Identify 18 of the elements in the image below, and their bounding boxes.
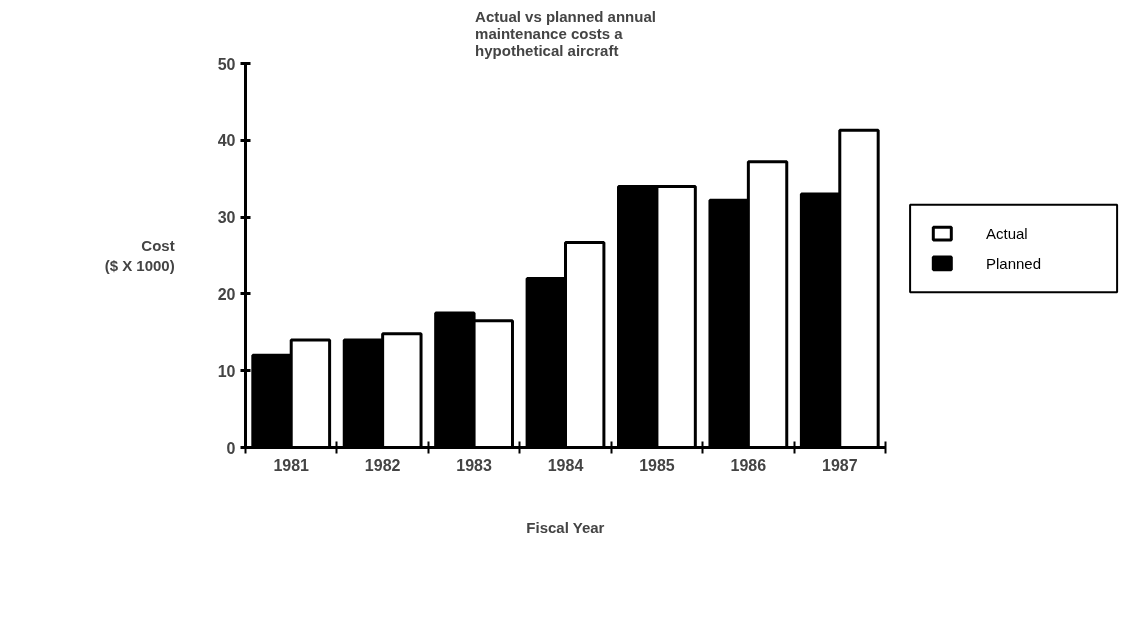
- x-tick-label: 1983: [456, 456, 492, 474]
- x-tick-label: 1984: [547, 456, 584, 474]
- y-tick-label: 20: [217, 285, 236, 303]
- y-tick-label: 40: [217, 132, 236, 150]
- x-tick-label: 1986: [730, 456, 767, 474]
- y-axis-title: Cost ($ X 1000): [104, 236, 175, 275]
- legend-label: Planned: [986, 254, 1042, 272]
- y-tick-label: 10: [217, 362, 236, 380]
- chart-title: Actual vs planned annual maintenance costs a hypothetical aircraft: [475, 7, 656, 59]
- y-tick-label: 0: [226, 439, 236, 457]
- x-tick-label: 1981: [273, 456, 310, 474]
- x-tick-label: 1982: [364, 456, 401, 474]
- x-tick-label: 1985: [639, 456, 675, 474]
- legend-label: Actual: [986, 225, 1028, 243]
- y-tick-label: 50: [217, 55, 236, 73]
- x-axis-title: Fiscal Year: [526, 518, 605, 536]
- x-tick-label: 1987: [821, 456, 858, 474]
- y-tick-label: 30: [217, 209, 236, 227]
